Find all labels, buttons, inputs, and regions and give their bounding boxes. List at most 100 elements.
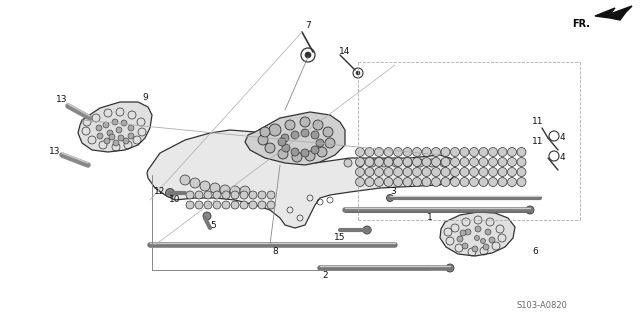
Circle shape — [488, 167, 497, 176]
Circle shape — [311, 146, 319, 154]
Circle shape — [403, 177, 412, 187]
Text: 8: 8 — [272, 248, 278, 256]
Circle shape — [210, 183, 220, 193]
Circle shape — [281, 134, 289, 142]
Circle shape — [260, 127, 270, 137]
Circle shape — [240, 186, 250, 196]
Circle shape — [517, 177, 526, 187]
Circle shape — [374, 177, 383, 187]
Circle shape — [481, 239, 486, 243]
Circle shape — [355, 177, 365, 187]
Circle shape — [488, 177, 497, 187]
Text: 15: 15 — [334, 233, 346, 241]
Circle shape — [365, 177, 374, 187]
Circle shape — [384, 177, 393, 187]
Circle shape — [231, 201, 239, 209]
Circle shape — [475, 226, 481, 232]
Circle shape — [305, 52, 311, 58]
Text: 3: 3 — [390, 188, 396, 197]
Circle shape — [368, 159, 376, 167]
Circle shape — [508, 147, 516, 157]
Circle shape — [355, 167, 365, 176]
Circle shape — [526, 206, 534, 214]
Circle shape — [413, 167, 422, 176]
Circle shape — [365, 147, 374, 157]
Circle shape — [485, 229, 491, 235]
Circle shape — [305, 151, 315, 161]
Circle shape — [441, 167, 450, 176]
Polygon shape — [440, 212, 515, 256]
Circle shape — [203, 212, 211, 220]
Circle shape — [195, 191, 203, 199]
Circle shape — [180, 175, 190, 185]
Circle shape — [394, 158, 403, 167]
Circle shape — [441, 177, 450, 187]
Circle shape — [517, 147, 526, 157]
Circle shape — [374, 158, 383, 167]
Circle shape — [431, 177, 440, 187]
Circle shape — [285, 120, 295, 130]
Circle shape — [392, 159, 400, 167]
Circle shape — [489, 237, 495, 243]
Circle shape — [291, 131, 299, 139]
Text: 7: 7 — [305, 21, 311, 31]
Circle shape — [479, 177, 488, 187]
Circle shape — [365, 167, 374, 176]
Text: 13: 13 — [56, 95, 68, 105]
Circle shape — [112, 119, 118, 125]
Circle shape — [413, 177, 422, 187]
Circle shape — [267, 201, 275, 209]
Circle shape — [446, 264, 454, 272]
Circle shape — [267, 191, 275, 199]
Circle shape — [470, 177, 479, 187]
Circle shape — [258, 201, 266, 209]
Text: 1: 1 — [427, 212, 433, 221]
Text: 11: 11 — [532, 117, 544, 127]
Circle shape — [403, 167, 412, 176]
Circle shape — [278, 149, 288, 159]
Circle shape — [97, 133, 103, 139]
Circle shape — [416, 159, 424, 167]
Circle shape — [128, 125, 134, 131]
Circle shape — [258, 135, 268, 145]
Circle shape — [422, 147, 431, 157]
Circle shape — [451, 147, 460, 157]
Text: 9: 9 — [142, 93, 148, 102]
Polygon shape — [147, 120, 455, 228]
Circle shape — [413, 158, 422, 167]
Circle shape — [470, 147, 479, 157]
Circle shape — [107, 130, 113, 136]
Circle shape — [413, 147, 422, 157]
Circle shape — [355, 147, 365, 157]
Circle shape — [282, 144, 290, 152]
Circle shape — [278, 138, 286, 146]
Circle shape — [470, 167, 479, 176]
Circle shape — [440, 159, 448, 167]
Circle shape — [190, 178, 200, 188]
Circle shape — [204, 201, 212, 209]
Circle shape — [113, 140, 119, 146]
Circle shape — [460, 177, 469, 187]
Polygon shape — [78, 102, 152, 152]
Circle shape — [422, 177, 431, 187]
Circle shape — [213, 191, 221, 199]
Circle shape — [508, 167, 516, 176]
Circle shape — [186, 201, 194, 209]
Circle shape — [300, 117, 310, 127]
Text: 10: 10 — [169, 196, 180, 204]
Circle shape — [380, 159, 388, 167]
Circle shape — [220, 185, 230, 195]
Circle shape — [451, 167, 460, 176]
Circle shape — [457, 236, 463, 242]
Circle shape — [451, 158, 460, 167]
Circle shape — [517, 158, 526, 167]
Circle shape — [498, 158, 507, 167]
Circle shape — [195, 201, 203, 209]
Circle shape — [498, 147, 507, 157]
Circle shape — [249, 201, 257, 209]
Circle shape — [317, 147, 327, 157]
Circle shape — [403, 158, 412, 167]
Polygon shape — [245, 112, 345, 165]
Circle shape — [231, 191, 239, 199]
Circle shape — [488, 147, 497, 157]
